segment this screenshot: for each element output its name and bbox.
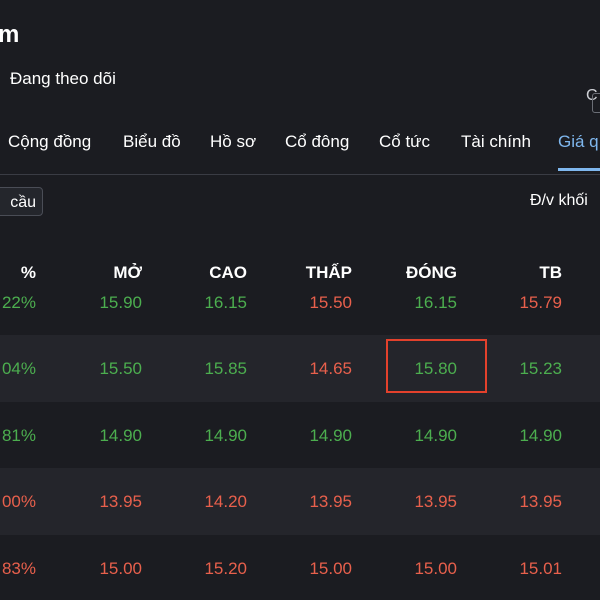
cell-open: 15.50 [99, 359, 142, 378]
table-row[interactable]: 81% 14.90 14.90 14.90 14.90 14.90 [0, 402, 600, 468]
header-low: THẤP [305, 263, 352, 282]
cell-open: 13.95 [99, 492, 142, 511]
tab-price-history[interactable]: Giá q [558, 132, 599, 151]
cell-avg: 15.23 [519, 359, 562, 378]
table-row[interactable]: 00% 13.95 14.20 13.95 13.95 13.95 [0, 468, 600, 535]
cell-close: 15.00 [414, 559, 457, 578]
cell-avg: 15.01 [519, 559, 562, 578]
cell-low: 14.65 [309, 359, 352, 378]
cell-low: 14.90 [309, 426, 352, 445]
cell-pct: 83% [1, 559, 36, 578]
tab-bar: Cộng đồng Biểu đồ Hồ sơ Cổ đông Cổ tức T… [0, 126, 600, 174]
cell-open: 14.90 [99, 426, 142, 445]
tabs-divider [0, 174, 600, 175]
cell-open: 15.90 [99, 293, 142, 312]
cell-close: 15.80 [414, 359, 457, 378]
tab-community[interactable]: Cộng đồng [8, 132, 92, 151]
tab-financials[interactable]: Tài chính [461, 132, 531, 151]
table-row[interactable]: 04% 15.50 15.85 14.65 15.80 15.23 [0, 335, 600, 402]
header-open: MỞ [113, 263, 142, 282]
cell-close: 16.15 [414, 293, 457, 312]
follow-status[interactable]: Đang theo dõi [10, 69, 116, 88]
cell-low: 13.95 [309, 492, 352, 511]
cell-open: 15.00 [99, 559, 142, 578]
cell-low: 15.50 [309, 293, 352, 312]
table-row[interactable]: 83% 15.00 15.20 15.00 15.00 15.01 [0, 535, 600, 600]
cell-pct: 00% [1, 492, 36, 511]
header-high: CAO [209, 263, 247, 282]
cell-high: 14.90 [204, 426, 247, 445]
page-title: m [0, 21, 20, 48]
cell-pct: 81% [1, 426, 36, 445]
cell-avg: 15.79 [519, 293, 562, 312]
cell-avg: 14.90 [519, 426, 562, 445]
tab-shareholders[interactable]: Cổ đông [285, 132, 350, 151]
cell-avg: 13.95 [519, 492, 562, 511]
cell-close: 14.90 [414, 426, 457, 445]
right-edge-text: C [586, 87, 598, 104]
right-edge-button[interactable] [592, 93, 600, 113]
filter-button[interactable]: cầu [0, 187, 43, 216]
tab-profile[interactable]: Hồ sơ [210, 132, 257, 151]
cell-high: 15.20 [204, 559, 247, 578]
header-close: ĐÓNG [406, 263, 457, 282]
cell-close: 13.95 [414, 492, 457, 511]
tab-dividends[interactable]: Cổ tức [379, 132, 431, 151]
unit-label: Đ/v khối [530, 192, 588, 209]
cell-high: 14.20 [204, 492, 247, 511]
tab-chart[interactable]: Biểu đồ [123, 132, 181, 151]
cell-pct: 22% [1, 293, 36, 312]
cell-high: 15.85 [204, 359, 247, 378]
active-tab-underline [558, 168, 600, 171]
cell-high: 16.15 [204, 293, 247, 312]
cell-pct: 04% [1, 359, 36, 378]
table-row[interactable]: 22% 15.90 16.15 15.50 16.15 15.79 [0, 285, 600, 335]
header-avg: TB [539, 263, 562, 282]
close-price-highlight [386, 339, 487, 393]
cell-low: 15.00 [309, 559, 352, 578]
header-pct: % [20, 263, 36, 282]
